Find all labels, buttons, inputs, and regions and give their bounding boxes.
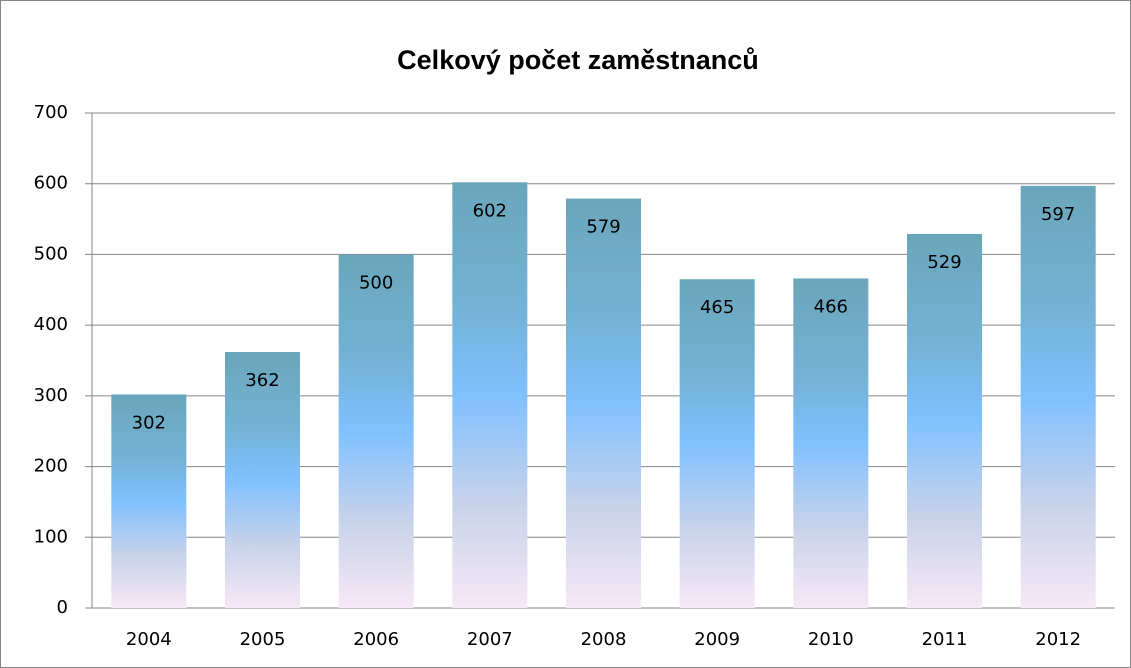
bar (1020, 185, 1096, 609)
bar (111, 394, 187, 608)
y-tick-label: 100 (34, 526, 68, 547)
x-tick-label: 2004 (126, 629, 172, 650)
y-tick-label: 300 (34, 385, 68, 406)
bar (793, 278, 869, 608)
data-label: 362 (245, 370, 279, 391)
bar (224, 352, 301, 608)
y-tick-label: 700 (34, 102, 68, 123)
y-tick-label: 200 (34, 456, 68, 477)
chart-title: Celkový počet zaměstnanců (397, 45, 759, 75)
data-label: 579 (586, 217, 620, 238)
y-tick-label: 600 (34, 173, 68, 194)
x-tick-label: 2011 (922, 629, 968, 650)
x-tick-label: 2008 (581, 629, 627, 650)
x-tick-label: 2007 (467, 629, 513, 650)
x-tick-label: 2006 (353, 629, 399, 650)
x-tick-label: 2005 (240, 629, 286, 650)
data-label: 466 (814, 296, 848, 317)
data-label: 597 (1041, 204, 1075, 225)
data-label: 465 (700, 297, 734, 318)
data-label: 529 (927, 252, 961, 273)
y-tick-label: 500 (34, 243, 68, 264)
x-tick-label: 2012 (1035, 629, 1081, 650)
bar (338, 254, 414, 608)
y-tick-label: 0 (57, 597, 68, 618)
bar (679, 279, 755, 608)
x-tick-label: 2010 (808, 629, 854, 650)
x-tick-label: 2009 (694, 629, 740, 650)
bar (452, 182, 528, 609)
bar (565, 198, 642, 609)
y-tick-label: 400 (34, 314, 68, 335)
data-label: 602 (473, 200, 507, 221)
bar (906, 233, 983, 608)
data-label: 302 (132, 412, 166, 433)
data-label: 500 (359, 272, 393, 293)
